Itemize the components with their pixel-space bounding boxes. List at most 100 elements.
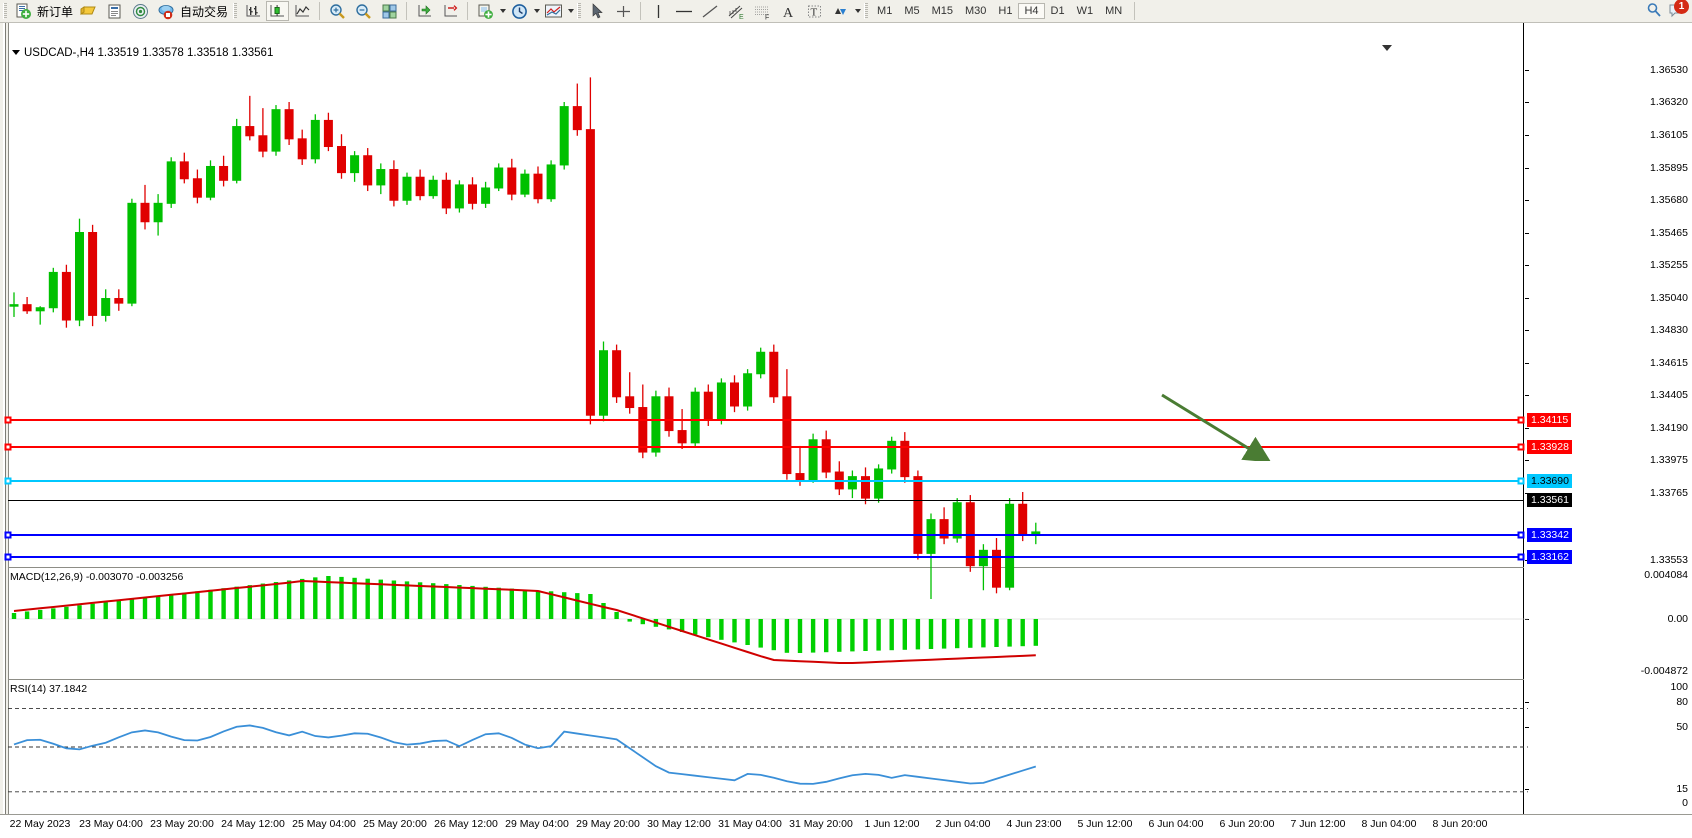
rsi-tick: 100 <box>1670 681 1688 693</box>
arrows-icon[interactable] <box>827 1 853 21</box>
rsi-tick: 15 <box>1676 783 1688 795</box>
macd-panel-separator <box>8 567 1524 568</box>
main-toolbar[interactable]: 新订单 自动交易 <box>0 0 1692 23</box>
chevron-down-icon-3[interactable] <box>568 9 575 13</box>
price-tick: 1.35680 <box>1650 194 1688 206</box>
price-tick: 1.35255 <box>1650 259 1688 271</box>
symbol-ohlc-label: USDCAD-,H4 1.33519 1.33578 1.33518 1.335… <box>12 47 273 59</box>
date-tick: 5 Jun 12:00 <box>1077 818 1133 830</box>
timeframe-m5[interactable]: M5 <box>904 5 920 17</box>
svg-text:T: T <box>810 6 817 18</box>
folder-icon[interactable] <box>75 1 101 21</box>
vertical-line-icon[interactable] <box>645 1 671 21</box>
rsi-tick: 0 <box>1682 797 1688 809</box>
line-chart-icon[interactable] <box>289 1 315 21</box>
date-tick: 6 Jun 20:00 <box>1219 818 1275 830</box>
toolbar-separator-3 <box>467 2 469 20</box>
bar-chart-icon[interactable] <box>240 1 266 21</box>
toolbar-grip-4[interactable] <box>864 3 869 19</box>
macd-tick: -0.004872 <box>1640 665 1688 677</box>
date-tick: 25 May 20:00 <box>363 818 427 830</box>
search-icon[interactable] <box>1646 2 1662 18</box>
shift-chart-icon[interactable] <box>411 1 437 21</box>
navigator-icon[interactable] <box>127 1 153 21</box>
new-order-icon[interactable] <box>10 1 36 21</box>
date-tick: 23 May 04:00 <box>79 818 143 830</box>
symbol-dropdown-icon[interactable] <box>12 50 20 56</box>
date-tick: 25 May 04:00 <box>292 818 356 830</box>
level-tag: 1.33162 <box>1527 550 1572 564</box>
crosshair-icon[interactable] <box>610 1 636 21</box>
price-tick: 1.35040 <box>1650 292 1688 304</box>
rsi-label: RSI(14) 37.1842 <box>10 683 88 695</box>
price-tick: 1.34405 <box>1650 389 1688 401</box>
svg-text:E: E <box>739 14 744 20</box>
price-tick: 1.33975 <box>1650 454 1688 466</box>
date-tick: 8 Jun 04:00 <box>1361 818 1417 830</box>
level-tag: 1.33928 <box>1527 440 1572 454</box>
notifications-icon[interactable]: 1 <box>1668 0 1689 19</box>
chevron-down-icon-2[interactable] <box>534 9 541 13</box>
chart-context-caret-icon[interactable] <box>1382 45 1392 51</box>
level-tag: 1.34115 <box>1527 413 1572 427</box>
toolbar-grip-3[interactable] <box>577 3 582 19</box>
toolbar-grip[interactable] <box>3 3 7 19</box>
candlestick-chart-icon[interactable] <box>266 1 290 21</box>
autoscroll-icon[interactable] <box>437 1 463 21</box>
svg-text:F: F <box>765 14 769 20</box>
zoom-out-icon[interactable] <box>350 1 376 21</box>
current-price-tag: 1.33561 <box>1527 493 1572 507</box>
data-window-icon[interactable] <box>101 1 127 21</box>
macd-tick: 0.004084 <box>1644 569 1688 581</box>
new-object-icon[interactable] <box>472 1 498 21</box>
period-separator-icon[interactable] <box>506 1 532 21</box>
date-tick: 23 May 20:00 <box>150 818 214 830</box>
fibonacci-icon[interactable]: F <box>749 1 775 21</box>
timeframe-h1[interactable]: H1 <box>998 5 1013 17</box>
svg-text:A: A <box>783 6 794 20</box>
equidistant-channel-icon[interactable]: E <box>723 1 749 21</box>
chart-area[interactable]: USDCAD-,H4 1.33519 1.33578 1.33518 1.335… <box>0 23 1692 838</box>
price-tick: 1.35895 <box>1650 162 1688 174</box>
chevron-down-icon[interactable] <box>500 9 507 13</box>
auto-trading-label[interactable]: 自动交易 <box>180 4 229 19</box>
level-tag: 1.33690 <box>1527 474 1572 488</box>
timeframe-m15[interactable]: M15 <box>931 5 953 17</box>
date-tick: 2 Jun 04:00 <box>935 818 991 830</box>
text-box-icon[interactable]: T <box>801 1 827 21</box>
horizontal-line-icon[interactable] <box>671 1 697 21</box>
timeframe-d1[interactable]: D1 <box>1050 5 1065 17</box>
date-tick: 22 May 2023 <box>9 818 71 830</box>
zoom-in-icon[interactable] <box>324 1 350 21</box>
tile-windows-icon[interactable] <box>376 1 402 21</box>
timeframe-w1[interactable]: W1 <box>1076 5 1094 17</box>
text-label-icon[interactable]: A <box>775 1 801 21</box>
date-tick: 29 May 04:00 <box>505 818 569 830</box>
date-axis[interactable]: 22 May 2023 23 May 04:00 23 May 20:00 24… <box>0 814 1692 838</box>
price-tick: 1.36105 <box>1650 129 1688 141</box>
date-tick: 29 May 20:00 <box>576 818 640 830</box>
down-trend-arrow[interactable] <box>1158 391 1278 461</box>
timeframe-m30[interactable]: M30 <box>965 5 987 17</box>
date-tick: 6 Jun 04:00 <box>1148 818 1204 830</box>
indicators-icon[interactable] <box>540 1 566 21</box>
rsi-panel-separator <box>8 679 1524 680</box>
timeframe-mn[interactable]: MN <box>1105 5 1123 17</box>
toolbar-separator-2 <box>406 2 408 20</box>
macd-indicator-panel <box>8 576 1528 664</box>
trendline-icon[interactable] <box>697 1 723 21</box>
timeframe-m1[interactable]: M1 <box>877 5 893 17</box>
price-tick: 1.35465 <box>1650 227 1688 239</box>
new-order-label[interactable]: 新订单 <box>37 4 74 19</box>
notification-badge: 1 <box>1674 0 1689 14</box>
toolbar-right-group[interactable]: 1 <box>1646 0 1689 19</box>
price-tick: 1.34830 <box>1650 324 1688 336</box>
toolbar-grip-2[interactable] <box>233 3 238 19</box>
chevron-down-icon-4[interactable] <box>855 9 862 13</box>
expert-advisor-icon[interactable] <box>153 1 179 21</box>
timeframe-h4[interactable]: H4 <box>1018 3 1045 19</box>
candlestick-series <box>9 77 1041 599</box>
date-tick: 7 Jun 12:00 <box>1290 818 1346 830</box>
level-tag: 1.33342 <box>1527 528 1572 542</box>
cursor-icon[interactable] <box>584 1 610 21</box>
